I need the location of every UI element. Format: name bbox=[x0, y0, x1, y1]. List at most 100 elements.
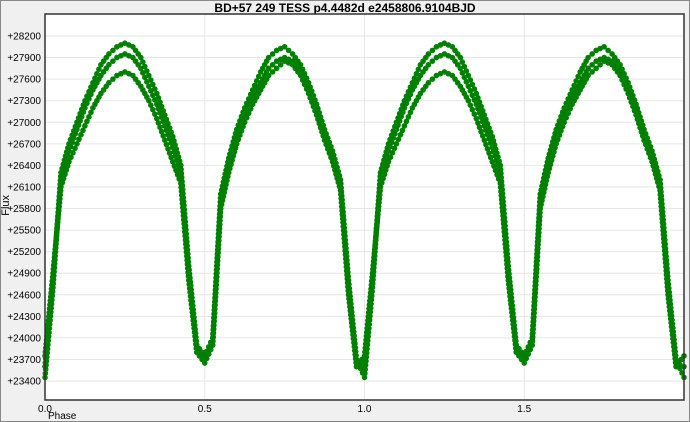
data-point bbox=[343, 263, 350, 270]
data-point bbox=[471, 96, 478, 103]
data-point bbox=[165, 146, 171, 152]
data-point bbox=[269, 51, 276, 57]
data-point bbox=[160, 133, 167, 139]
data-point bbox=[183, 249, 190, 255]
data-point bbox=[243, 114, 250, 121]
data-point bbox=[484, 146, 491, 152]
data-point bbox=[401, 105, 408, 111]
data-point bbox=[660, 227, 666, 234]
data-point bbox=[502, 241, 509, 247]
data-point bbox=[644, 146, 651, 152]
data-point bbox=[308, 99, 315, 105]
data-point bbox=[499, 200, 505, 207]
data-point bbox=[535, 237, 542, 244]
data-point bbox=[214, 257, 221, 264]
data-point bbox=[326, 150, 333, 156]
data-point bbox=[343, 259, 349, 266]
data-point bbox=[533, 269, 540, 276]
data-point bbox=[535, 233, 542, 240]
data-point bbox=[481, 137, 488, 144]
data-point bbox=[216, 225, 223, 232]
data-point bbox=[415, 66, 422, 73]
data-point bbox=[342, 255, 349, 262]
data-point bbox=[180, 212, 187, 219]
data-point bbox=[617, 72, 623, 79]
y-tick-label: +27900 bbox=[7, 53, 41, 64]
data-point bbox=[554, 136, 561, 143]
data-point bbox=[401, 123, 408, 129]
data-point bbox=[501, 225, 507, 231]
x-axis-label: Phase bbox=[48, 411, 77, 422]
data-point bbox=[177, 180, 184, 187]
data-point bbox=[658, 203, 665, 210]
data-point bbox=[529, 334, 536, 340]
data-point bbox=[210, 338, 216, 344]
data-point bbox=[631, 107, 638, 114]
data-point bbox=[237, 132, 243, 138]
data-point bbox=[391, 145, 398, 152]
data-point bbox=[265, 65, 272, 72]
data-point bbox=[660, 235, 667, 242]
data-point bbox=[531, 302, 538, 308]
data-point bbox=[561, 119, 567, 126]
data-point bbox=[399, 127, 406, 134]
data-point bbox=[530, 330, 536, 336]
data-point bbox=[504, 265, 511, 272]
data-point bbox=[387, 154, 394, 161]
data-point bbox=[210, 330, 217, 336]
data-point bbox=[537, 209, 543, 216]
data-point bbox=[534, 249, 541, 256]
data-point bbox=[395, 122, 401, 128]
data-point bbox=[389, 150, 396, 156]
data-point bbox=[88, 109, 94, 116]
data-point bbox=[217, 213, 224, 220]
data-point bbox=[67, 143, 74, 150]
data-point bbox=[497, 180, 504, 187]
data-point bbox=[396, 118, 403, 124]
data-point bbox=[211, 314, 218, 320]
data-point bbox=[589, 69, 595, 75]
data-point bbox=[179, 196, 185, 203]
data-point bbox=[502, 245, 509, 251]
data-point bbox=[487, 140, 494, 146]
data-point bbox=[405, 114, 412, 120]
data-point bbox=[531, 314, 537, 320]
data-point bbox=[660, 223, 666, 230]
data-point bbox=[166, 135, 173, 142]
data-point bbox=[501, 229, 508, 235]
data-point bbox=[647, 154, 654, 161]
data-point bbox=[154, 101, 160, 108]
data-point bbox=[72, 145, 78, 152]
data-point bbox=[140, 59, 146, 65]
data-point bbox=[565, 110, 571, 117]
data-point bbox=[163, 141, 170, 148]
data-point bbox=[459, 70, 466, 76]
data-point bbox=[184, 265, 191, 272]
data-point bbox=[178, 188, 185, 195]
data-point bbox=[214, 261, 221, 268]
data-point bbox=[461, 74, 468, 81]
data-point bbox=[142, 74, 148, 81]
data-point bbox=[160, 118, 167, 125]
data-point bbox=[534, 253, 541, 260]
data-point bbox=[150, 106, 156, 113]
data-point bbox=[277, 61, 284, 68]
data-point bbox=[475, 120, 481, 126]
data-point bbox=[392, 130, 398, 137]
data-point bbox=[84, 100, 90, 107]
data-point bbox=[469, 92, 476, 99]
data-point bbox=[212, 294, 219, 300]
data-point bbox=[661, 247, 668, 254]
data-point bbox=[307, 95, 313, 101]
data-point bbox=[166, 150, 173, 156]
data-point bbox=[215, 245, 222, 252]
data-point bbox=[158, 128, 165, 135]
data-point bbox=[642, 141, 649, 148]
data-point bbox=[467, 88, 474, 94]
data-point bbox=[245, 110, 252, 117]
data-point bbox=[140, 70, 146, 76]
data-point bbox=[533, 273, 540, 280]
data-point bbox=[558, 128, 564, 134]
data-point bbox=[505, 273, 511, 280]
